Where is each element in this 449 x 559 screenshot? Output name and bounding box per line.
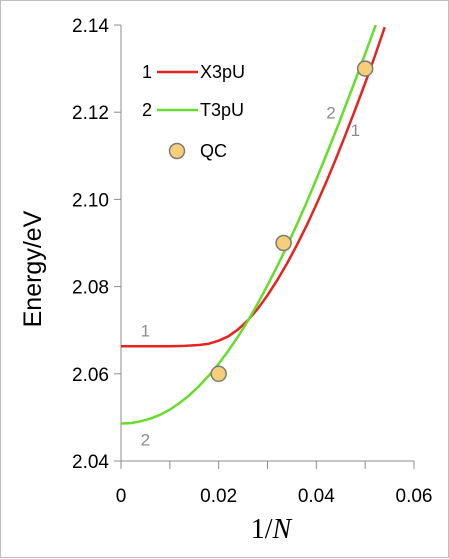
legend-swatch-qc	[168, 142, 186, 160]
qc-point	[275, 234, 292, 252]
curve-label: 1	[141, 322, 150, 341]
series-x3pu-line	[121, 26, 386, 348]
qc-points	[210, 60, 374, 383]
legend-number: 2	[142, 100, 152, 120]
curve-label: 1	[351, 121, 360, 140]
y-tick-label: 2.06	[72, 365, 109, 386]
y-tick-label: 2.04	[72, 452, 109, 473]
curves	[121, 25, 386, 425]
x-tick-label: 0	[116, 486, 127, 507]
y-axis-title: Energy/eV	[19, 210, 47, 327]
x-tick-label: 0.04	[298, 486, 335, 507]
curve-label: 2	[141, 431, 150, 450]
y-tick-label: 2.10	[72, 190, 109, 211]
legend: 1 X3pU 2 T3pU QC	[142, 62, 245, 161]
x-axis-title: 1/N	[251, 514, 293, 545]
qc-point	[210, 365, 227, 383]
x-tick-label: 0.06	[396, 486, 433, 507]
legend-number: 1	[142, 62, 152, 82]
axes: 2.04 2.06 2.08 2.10 2.12 2.14 0 0.02 0.04 0.06	[72, 16, 432, 507]
x-tick-label: 0.02	[200, 486, 237, 507]
series-t3pu-line	[121, 25, 378, 425]
y-tick-label: 2.14	[72, 16, 109, 37]
y-tick-label: 2.08	[72, 278, 109, 299]
legend-label: X3pU	[200, 62, 245, 82]
legend-label: T3pU	[200, 100, 244, 120]
legend-label: QC	[200, 141, 227, 161]
curve-label: 2	[326, 104, 335, 123]
y-tick-label: 2.12	[72, 103, 109, 124]
qc-point	[356, 60, 374, 77]
